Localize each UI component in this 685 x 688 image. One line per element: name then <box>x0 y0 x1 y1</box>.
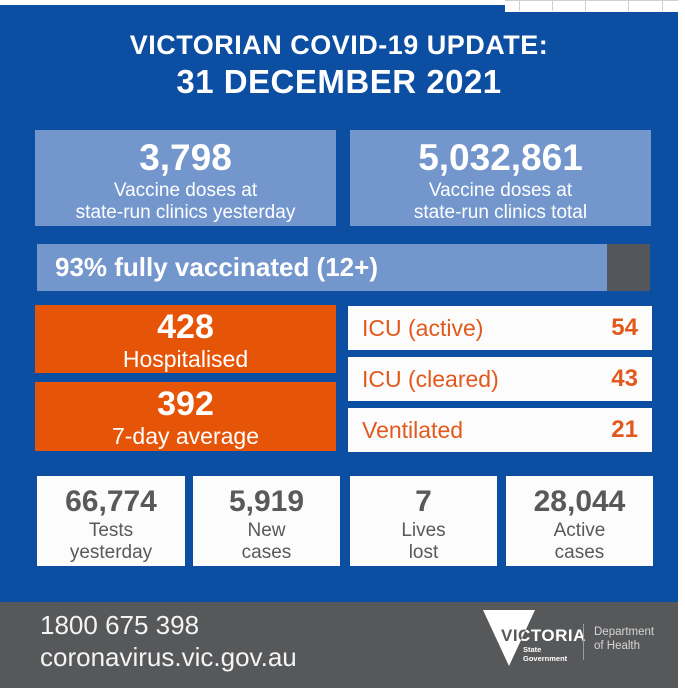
lives-lost-value: 7 <box>415 485 432 518</box>
title-line2: 31 DECEMBER 2021 <box>176 63 502 100</box>
active-cases-value: 28,044 <box>533 485 626 518</box>
ventilated-label: Ventilated <box>362 416 464 443</box>
hospitalised-box: 428 Hospitalised <box>35 305 336 373</box>
vaccination-progress-label: 93% fully vaccinated (12+) <box>55 252 378 282</box>
new-cases-label: New cases <box>241 520 292 563</box>
lives-lost-box: 7 Lives lost <box>350 476 497 566</box>
vaccine-doses-yesterday-box: 3,798 Vaccine doses at state-run clinics… <box>35 130 336 226</box>
vaccine-doses-yesterday-value: 3,798 <box>139 137 232 178</box>
ventilated-row: Ventilated 21 <box>348 408 652 452</box>
vaccine-doses-total-box: 5,032,861 Vaccine doses at state-run cli… <box>350 130 651 226</box>
active-cases-box: 28,044 Active cases <box>506 476 653 566</box>
seven-day-average-value: 392 <box>157 385 214 423</box>
tests-yesterday-label: Tests yesterday <box>69 520 153 563</box>
icu-cleared-row: ICU (cleared) 43 <box>348 357 652 401</box>
icu-active-row: ICU (active) 54 <box>348 306 652 350</box>
icu-active-label: ICU (active) <box>362 314 484 341</box>
ventilated-value: 21 <box>611 416 638 443</box>
tests-yesterday-box: 66,774 Tests yesterday <box>37 476 185 566</box>
logo-sub-state: State <box>523 645 541 654</box>
spreadsheet-gridlines <box>505 0 678 12</box>
logo-divider <box>583 624 584 660</box>
logo-sub-government: Government <box>523 654 568 663</box>
footer-bar <box>0 602 678 688</box>
icu-cleared-value: 43 <box>611 365 638 392</box>
page-margin <box>678 0 685 688</box>
victoria-wordmark: VICTORIA <box>501 626 586 645</box>
hospitalised-value: 428 <box>157 308 214 346</box>
icu-active-value: 54 <box>611 314 638 341</box>
seven-day-average-box: 392 7-day average <box>35 382 336 451</box>
lives-lost-label: Lives lost <box>401 520 446 563</box>
hospitalised-label: Hospitalised <box>122 346 249 372</box>
vaccination-progress-fill: 93% fully vaccinated (12+) <box>37 244 608 291</box>
icu-cleared-label: ICU (cleared) <box>362 365 499 392</box>
vaccination-progress-bar: 93% fully vaccinated (12+) <box>37 244 650 291</box>
page-title: VICTORIAN COVID-19 UPDATE: 31 DECEMBER 2… <box>0 28 678 102</box>
new-cases-value: 5,919 <box>228 485 305 518</box>
seven-day-average-label: 7-day average <box>111 423 260 449</box>
new-cases-box: 5,919 New cases <box>193 476 340 566</box>
department-label: Department of Health <box>594 626 655 652</box>
victoria-triangle-icon <box>483 610 535 666</box>
vaccine-doses-total-value: 5,032,861 <box>418 137 583 178</box>
title-line1: VICTORIAN COVID-19 UPDATE: <box>129 30 549 60</box>
victoria-state-government-logo: VICTORIA VICTORIA State Government <box>483 610 586 666</box>
hotline-phone-number: 1800 675 398 <box>40 610 200 640</box>
tests-yesterday-value: 66,774 <box>65 485 157 518</box>
vaccine-doses-total-label: Vaccine doses at state-run clinics total <box>413 180 588 223</box>
active-cases-label: Active cases <box>553 520 606 563</box>
coronavirus-website-url: coronavirus.vic.gov.au <box>40 642 297 672</box>
vaccine-doses-yesterday-label: Vaccine doses at state-run clinics yeste… <box>75 180 296 223</box>
